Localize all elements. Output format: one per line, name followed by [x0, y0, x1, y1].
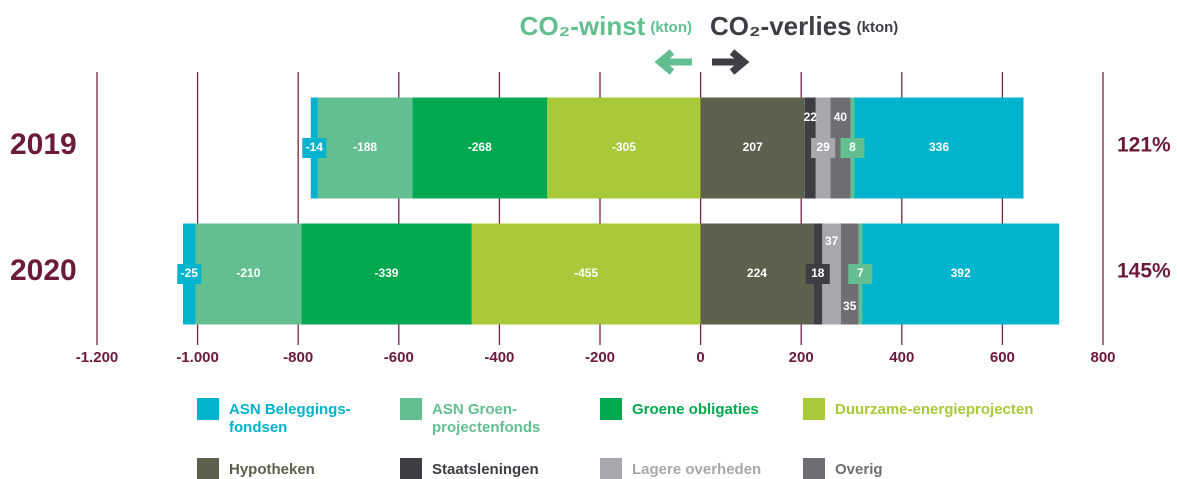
label-box — [811, 138, 836, 158]
gain-arrow — [654, 49, 692, 75]
legend-label: Duurzame-energieprojecten — [835, 401, 1034, 418]
data-label: -305 — [612, 140, 636, 154]
legend-label: Overig — [835, 461, 883, 478]
x-tick-label: 0 — [696, 349, 704, 366]
legend-item: Staatsleningen — [400, 458, 539, 479]
legend-item: Duurzame-energieprojecten — [803, 398, 1033, 420]
label-box — [177, 264, 202, 284]
data-label: -339 — [374, 266, 398, 280]
x-tick-label: 200 — [789, 349, 814, 366]
data-label: 207 — [743, 140, 763, 154]
legend-item: Hypotheken — [197, 458, 315, 479]
bar-segment — [830, 97, 851, 199]
bar-segment — [317, 97, 413, 199]
header: CO₂-winst (kton) CO₂-verlies (kton) — [520, 11, 898, 75]
bar-segment — [854, 97, 1024, 199]
label-box — [805, 264, 830, 284]
legend-label: ASN Beleggings-fondsen — [229, 401, 351, 436]
label-box — [302, 138, 327, 158]
loss-title: CO₂-verlies (kton) — [710, 11, 898, 41]
data-label: 336 — [929, 140, 949, 154]
legend-swatch — [197, 398, 219, 420]
data-label: -14 — [306, 140, 324, 154]
bar-segment — [700, 223, 814, 325]
legend-item: Groene obligaties — [600, 398, 759, 420]
loss-label: CO₂-verlies — [710, 11, 852, 41]
bar-segment — [547, 97, 701, 199]
total-label: 145% — [1117, 260, 1171, 283]
loss-arrow — [712, 49, 750, 75]
unit: (kton) — [650, 19, 692, 36]
data-label: 29 — [816, 140, 830, 154]
bar-segment — [301, 223, 472, 325]
legend-swatch — [400, 398, 422, 420]
data-label: 392 — [951, 266, 971, 280]
legend-label: Lagere overheden — [632, 461, 762, 478]
data-label: 22 — [804, 110, 818, 124]
legend-label: Groene obligaties — [632, 401, 759, 418]
bar-segment — [471, 223, 701, 325]
total-label: 121% — [1117, 134, 1171, 157]
legend-swatch — [197, 458, 219, 479]
data-label: 35 — [843, 299, 857, 313]
legend-item: ASN Groen-projectenfonds — [400, 398, 557, 437]
bar-segment — [195, 223, 302, 325]
data-label: 40 — [834, 110, 848, 124]
x-tick-label: 800 — [1090, 349, 1115, 366]
x-tick-label: -1.000 — [176, 349, 219, 366]
bar-segment — [862, 223, 1060, 325]
legend-swatch — [803, 458, 825, 479]
data-label: 37 — [825, 234, 839, 248]
legend-item: ASN Beleggings-fondsen — [197, 398, 354, 437]
data-label: 18 — [811, 266, 825, 280]
label-box — [840, 138, 865, 158]
bar-segment — [700, 97, 805, 199]
legend-label: Staatsleningen — [432, 461, 539, 478]
data-label: -210 — [236, 266, 260, 280]
x-tick-label: -1.200 — [76, 349, 119, 366]
data-label: 7 — [857, 266, 864, 280]
bar-segment — [412, 97, 548, 199]
legend-item: Overig — [803, 458, 883, 479]
data-label: -268 — [468, 140, 492, 154]
legend-label: Hypotheken — [229, 461, 315, 478]
legend-label: ASN Groen-projectenfonds — [432, 401, 541, 436]
x-tick-label: -600 — [384, 349, 414, 366]
data-label: -25 — [181, 266, 199, 280]
x-tick-label: 600 — [990, 349, 1015, 366]
x-tick-label: -400 — [484, 349, 514, 366]
gain-label: CO₂-winst — [520, 11, 646, 41]
bar-segment — [822, 223, 841, 325]
gain-title: CO₂-winst (kton) — [520, 11, 692, 41]
legend-swatch — [600, 458, 622, 479]
category-label: 2020 — [10, 254, 77, 287]
x-tick-label: -800 — [283, 349, 313, 366]
legend-swatch — [600, 398, 622, 420]
label-box — [848, 264, 873, 284]
data-label: 224 — [747, 266, 767, 280]
category-label: 2019 — [10, 128, 77, 161]
legend-swatch — [803, 398, 825, 420]
legend-swatch — [400, 458, 422, 479]
bar-segment — [804, 97, 816, 199]
data-label: -188 — [353, 140, 377, 154]
data-label: 8 — [849, 140, 856, 154]
legend-item: Lagere overheden — [600, 458, 761, 479]
unit: (kton) — [857, 19, 899, 36]
x-tick-label: -200 — [585, 349, 615, 366]
data-label: -455 — [574, 266, 598, 280]
x-tick-label: 400 — [889, 349, 914, 366]
